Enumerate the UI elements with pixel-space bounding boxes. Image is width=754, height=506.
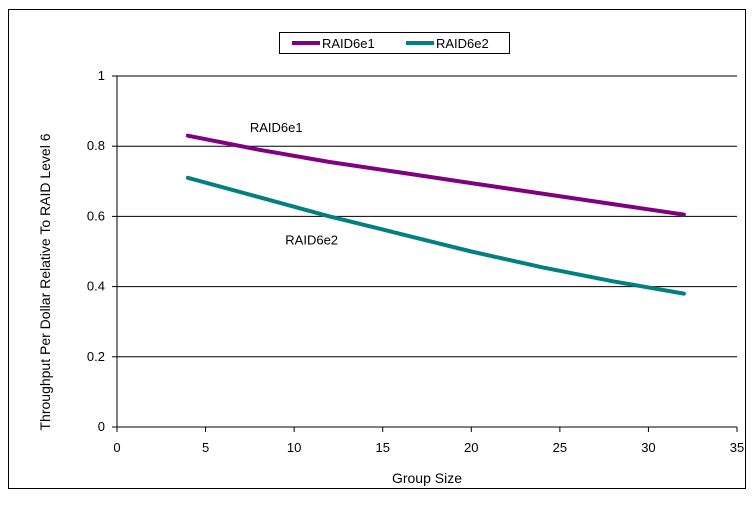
annotations: RAID6e1 RAID6e2 [250,120,338,247]
series-line-raid6e1 [185,133,686,217]
y-tick-label: 1 [98,68,105,83]
x-tick-labels: 0 5 10 15 20 25 30 35 [113,440,744,455]
y-tick-labels: 0 0.2 0.4 0.6 0.8 1 [87,68,105,434]
x-tick-label: 5 [202,440,209,455]
gridlines [117,75,737,358]
x-tick-label: 35 [730,440,744,455]
x-tick-label: 10 [287,440,301,455]
y-tick-label: 0.4 [87,279,105,294]
series-line-raid6e2 [185,175,686,296]
axes [112,75,738,432]
y-tick-label: 0.6 [87,208,105,223]
x-tick-label: 15 [375,440,389,455]
y-tick-label: 0.2 [87,349,105,364]
y-tick-label: 0.8 [87,138,105,153]
x-tick-label: 25 [553,440,567,455]
x-tick-label: 30 [641,440,655,455]
chart-frame [8,9,746,489]
y-tick-label: 0 [98,419,105,434]
series-lines [185,133,686,296]
legend [279,32,510,54]
annotation-label: RAID6e2 [285,232,338,247]
x-axis-label: Group Size [392,470,462,486]
x-tick-label: 20 [464,440,478,455]
annotation-label: RAID6e1 [250,120,303,135]
x-tick-label: 0 [113,440,120,455]
y-axis-label: Throughput Per Dollar Relative To RAID L… [37,133,53,430]
